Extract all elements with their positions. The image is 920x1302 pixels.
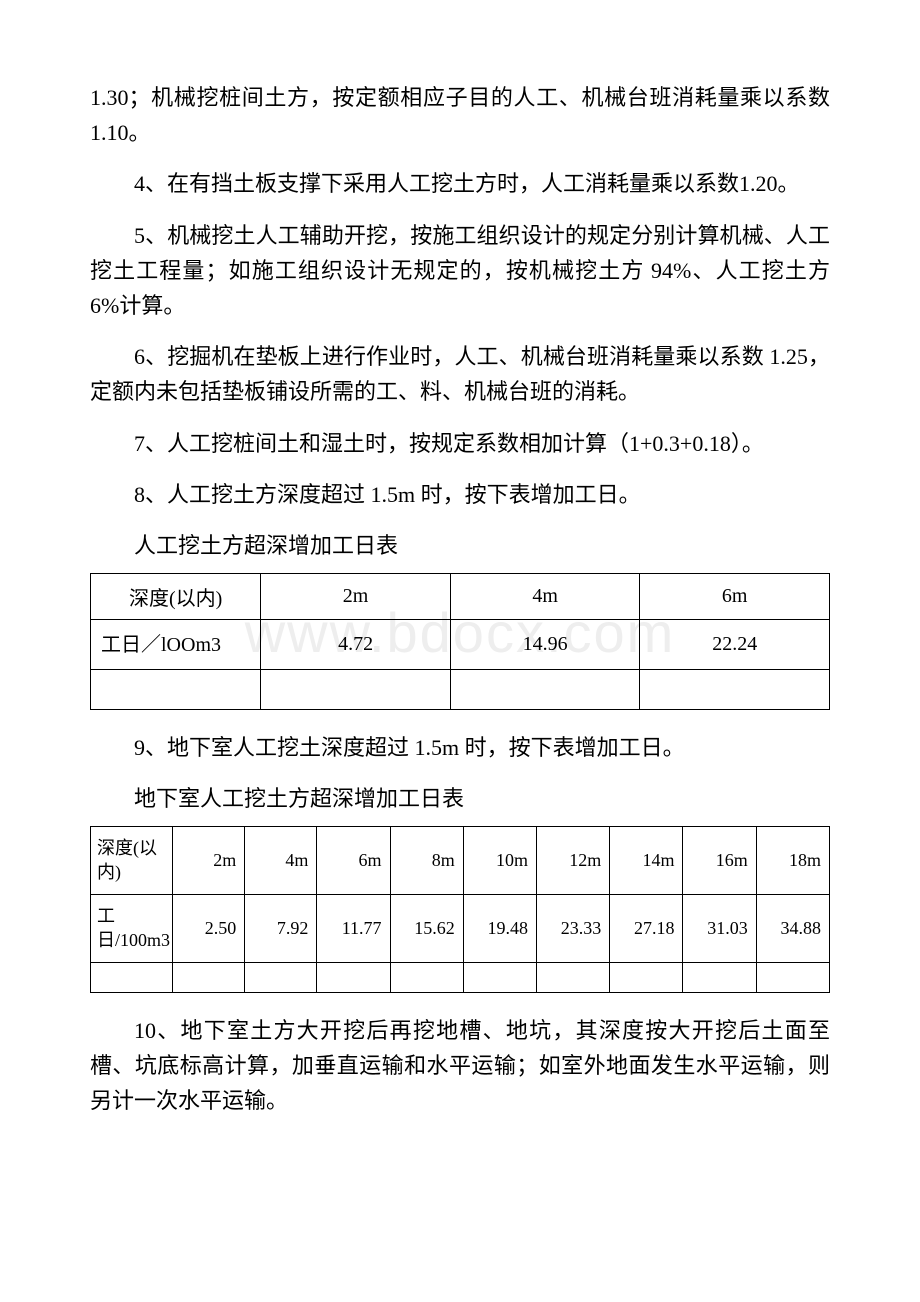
table2-title: 地下室人工挖土方超深增加工日表 (90, 781, 830, 816)
table1-title: 人工挖土方超深增加工日表 (90, 528, 830, 563)
table2-h-4: 10m (463, 827, 536, 895)
table2-d-1: 7.92 (245, 895, 317, 963)
table1-header-3: 6m (640, 574, 830, 620)
table2-e-6 (610, 963, 683, 993)
table1-row1-0: 工日／lOOm3 (91, 620, 261, 670)
table1-header-row: 深度(以内) 2m 4m 6m (91, 574, 830, 620)
table2-d-8: 34.88 (756, 895, 829, 963)
table2-h-5: 12m (537, 827, 610, 895)
table1-header-2: 4m (450, 574, 640, 620)
table2-d-2: 11.77 (317, 895, 390, 963)
document-content: 1.30；机械挖桩间土方，按定额相应子目的人工、机械台班消耗量乘以系数 1.10… (90, 80, 830, 1119)
table2-e-7 (683, 963, 756, 993)
table1: 深度(以内) 2m 4m 6m 工日／lOOm3 4.72 14.96 22.2… (90, 573, 830, 710)
table2-h-8: 18m (756, 827, 829, 895)
table2-h-7: 16m (683, 827, 756, 895)
table1-row1-3: 22.24 (640, 620, 830, 670)
paragraph-8: 8、人工挖土方深度超过 1.5m 时，按下表增加工日。 (90, 477, 830, 512)
paragraph-5: 5、机械挖土人工辅助开挖，按施工组织设计的规定分别计算机械、人工挖土工程量；如施… (90, 218, 830, 324)
table1-row1-1: 4.72 (261, 620, 451, 670)
table2-row1-label: 工日/100m3 (91, 895, 173, 963)
table1-header-0: 深度(以内) (91, 574, 261, 620)
paragraph-9: 9、地下室人工挖土深度超过 1.5m 时，按下表增加工日。 (90, 730, 830, 765)
table2-h-6: 14m (610, 827, 683, 895)
table1-empty-1 (261, 670, 451, 710)
table2-empty-row (91, 963, 830, 993)
paragraph-4: 4、在有挡土板支撑下采用人工挖土方时，人工消耗量乘以系数1.20。 (90, 166, 830, 201)
table1-empty-0 (91, 670, 261, 710)
table2-h-2: 6m (317, 827, 390, 895)
table2-d-4: 19.48 (463, 895, 536, 963)
table2-d-7: 31.03 (683, 895, 756, 963)
paragraph-10: 10、地下室土方大开挖后再挖地槽、地坑，其深度按大开挖后土面至槽、坑底标高计算，… (90, 1013, 830, 1119)
table2-e-1 (245, 963, 317, 993)
paragraph-6: 6、挖掘机在垫板上进行作业时，人工、机械台班消耗量乘以系数 1.25，定额内未包… (90, 339, 830, 409)
table2-header-row: 深度(以内) 2m 4m 6m 8m 10m 12m 14m 16m 18m (91, 827, 830, 895)
table1-header-1: 2m (261, 574, 451, 620)
table1-empty-2 (450, 670, 640, 710)
table2: 深度(以内) 2m 4m 6m 8m 10m 12m 14m 16m 18m 工… (90, 826, 830, 993)
paragraph-7: 7、人工挖桩间土和湿土时，按规定系数相加计算（1+0.3+0.18）。 (90, 426, 830, 461)
table1-empty-3 (640, 670, 830, 710)
table2-e-0 (173, 963, 245, 993)
table2-h-0: 2m (173, 827, 245, 895)
table2-e-label (91, 963, 173, 993)
table2-e-8 (756, 963, 829, 993)
table2-data-row: 工日/100m3 2.50 7.92 11.77 15.62 19.48 23.… (91, 895, 830, 963)
table2-h-3: 8m (390, 827, 463, 895)
table2-h-1: 4m (245, 827, 317, 895)
table1-row1-2: 14.96 (450, 620, 640, 670)
paragraph-1: 1.30；机械挖桩间土方，按定额相应子目的人工、机械台班消耗量乘以系数 1.10… (90, 80, 830, 150)
table2-d-5: 23.33 (537, 895, 610, 963)
table2-e-3 (390, 963, 463, 993)
table2-d-6: 27.18 (610, 895, 683, 963)
table2-header-label: 深度(以内) (91, 827, 173, 895)
table2-e-5 (537, 963, 610, 993)
table1-empty-row (91, 670, 830, 710)
table2-d-0: 2.50 (173, 895, 245, 963)
table2-d-3: 15.62 (390, 895, 463, 963)
table1-data-row: 工日／lOOm3 4.72 14.96 22.24 (91, 620, 830, 670)
table2-e-2 (317, 963, 390, 993)
table2-e-4 (463, 963, 536, 993)
